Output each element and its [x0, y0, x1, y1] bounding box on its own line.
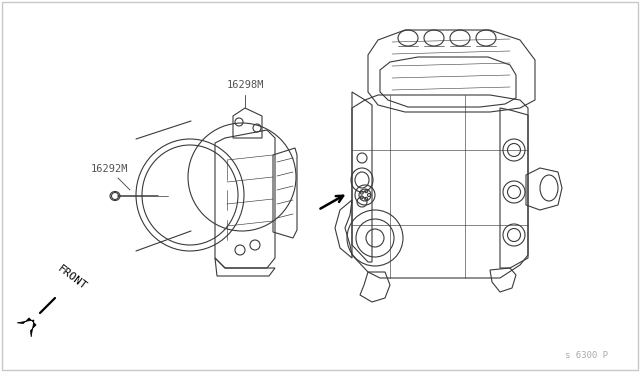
Text: s 6300 P: s 6300 P: [565, 351, 608, 360]
Text: 16298M: 16298M: [227, 80, 264, 90]
Polygon shape: [17, 318, 36, 337]
Text: FRONT: FRONT: [56, 264, 89, 292]
Text: 16292M: 16292M: [90, 164, 128, 174]
